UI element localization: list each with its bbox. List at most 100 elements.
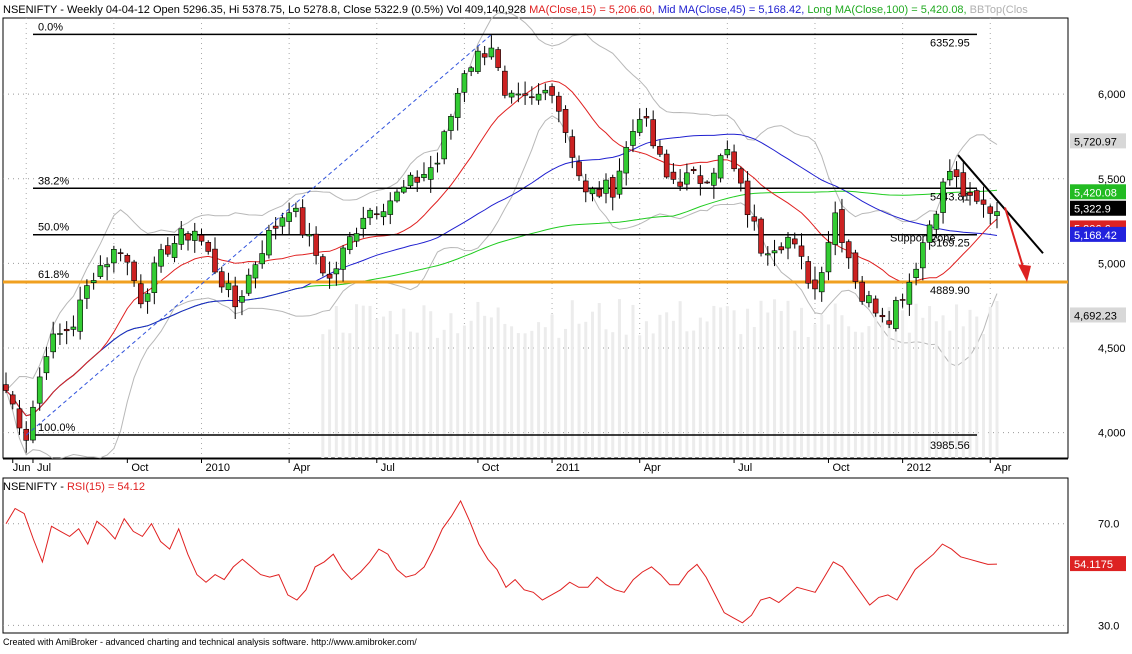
candle-body <box>481 53 488 58</box>
candle-body <box>953 169 960 178</box>
candle-body <box>852 252 859 282</box>
candle-body <box>522 93 528 96</box>
candle-body <box>663 153 670 178</box>
candle-body <box>57 333 63 335</box>
candle-body <box>569 136 576 158</box>
volume-bar <box>375 319 379 458</box>
candle-body <box>232 285 239 308</box>
candle-body <box>171 243 178 258</box>
fib-level-pct: 100.0% <box>38 422 76 434</box>
volume-bar <box>671 320 675 458</box>
volume-bar <box>692 330 696 458</box>
price-label-text: 5,720.97 <box>1074 136 1117 148</box>
candle-body <box>650 119 656 147</box>
candle-body <box>138 283 144 305</box>
volume-bar <box>779 310 783 458</box>
candle-body <box>178 228 185 245</box>
time-tick-label: 2010 <box>206 462 230 474</box>
candle-body <box>758 218 764 254</box>
time-tick-label: Oct <box>482 462 499 474</box>
candle-body <box>805 261 812 284</box>
resistance-trendline <box>957 154 1044 254</box>
candle-body <box>266 230 272 256</box>
candle-body <box>616 170 623 195</box>
volume-bar <box>550 314 554 458</box>
footer-credit: Created with AmiBroker - advanced charti… <box>3 637 417 647</box>
volume-bar <box>604 329 608 458</box>
time-axis: Jun Jul Oct 2010 Apr Jul Oct 2011 Apr Jul Oct 2012 A… <box>3 458 1068 474</box>
candle-body <box>239 296 245 303</box>
volume-bar <box>874 312 878 458</box>
volume-bar <box>402 308 406 458</box>
candle-body <box>812 279 818 290</box>
candle-body <box>623 147 630 174</box>
candle-body <box>407 174 414 187</box>
price-tick-label: 5,500 <box>1098 174 1126 186</box>
volume-bar <box>456 333 460 458</box>
candlesticks <box>3 35 1000 453</box>
volume-bar <box>658 314 662 458</box>
candle-body <box>886 320 892 325</box>
candle-body <box>764 253 771 256</box>
time-tick-label: 2012 <box>907 462 931 474</box>
price-label-box <box>1070 184 1126 200</box>
rsi-header: NSENIFTY - RSI(15) = 54.12 <box>3 481 145 493</box>
volume-bar <box>948 330 952 458</box>
candle-body <box>306 234 313 237</box>
ma15-line <box>5 80 998 417</box>
candle-body <box>771 250 778 254</box>
candle-body <box>960 172 967 197</box>
candle-body <box>380 211 387 218</box>
candle-body <box>454 92 461 118</box>
volume-bar <box>712 305 716 458</box>
candle-body <box>744 180 751 216</box>
candle-body <box>906 281 913 305</box>
volume-bar <box>422 305 426 458</box>
candle-body <box>347 236 353 250</box>
volume-bar <box>705 321 709 458</box>
candle-body <box>535 93 542 101</box>
volume-bars <box>321 299 999 458</box>
price-tick-label: 5,000 <box>1098 258 1126 270</box>
fib-anchor-line <box>25 34 492 436</box>
volume-bar <box>887 307 891 458</box>
down-arrow-head <box>1018 264 1031 282</box>
volume-bar <box>577 323 581 458</box>
price-label-box <box>1070 200 1126 216</box>
volume-bar <box>941 315 945 458</box>
candle-body <box>677 181 683 187</box>
price-label: 4,692.23 <box>1070 307 1126 323</box>
time-tick-label: Jul <box>37 462 51 474</box>
candle-body <box>104 264 110 268</box>
candle-body <box>940 181 946 213</box>
volume-bar <box>975 316 979 458</box>
time-tick-label: Apr <box>293 462 310 474</box>
volume-bar <box>388 310 392 458</box>
candle-body <box>373 213 380 216</box>
volume-bar <box>759 300 763 458</box>
candle-body <box>313 233 319 256</box>
candle-body <box>158 249 164 267</box>
volume-bar <box>934 321 938 458</box>
candle-body <box>90 280 97 284</box>
candle-body <box>360 217 367 229</box>
volume-bar <box>853 331 857 458</box>
candle-body <box>731 151 737 170</box>
volume-bar <box>773 299 777 458</box>
candle-body <box>508 92 515 98</box>
candle-body <box>872 298 879 314</box>
volume-bar <box>685 331 689 458</box>
volume-bar <box>334 306 338 458</box>
volume-bar <box>988 306 992 458</box>
candle-body <box>576 161 582 177</box>
candle-body <box>97 265 104 277</box>
candle-body <box>495 49 501 68</box>
volume-bar <box>644 321 648 458</box>
volume-bar <box>833 303 837 458</box>
candle-body <box>933 213 940 230</box>
candle-body <box>994 211 1000 216</box>
candle-body <box>340 247 346 270</box>
price-label-text: 5,420.08 <box>1074 187 1117 199</box>
rsi-header-prefix: NSENIFTY - <box>3 481 67 493</box>
